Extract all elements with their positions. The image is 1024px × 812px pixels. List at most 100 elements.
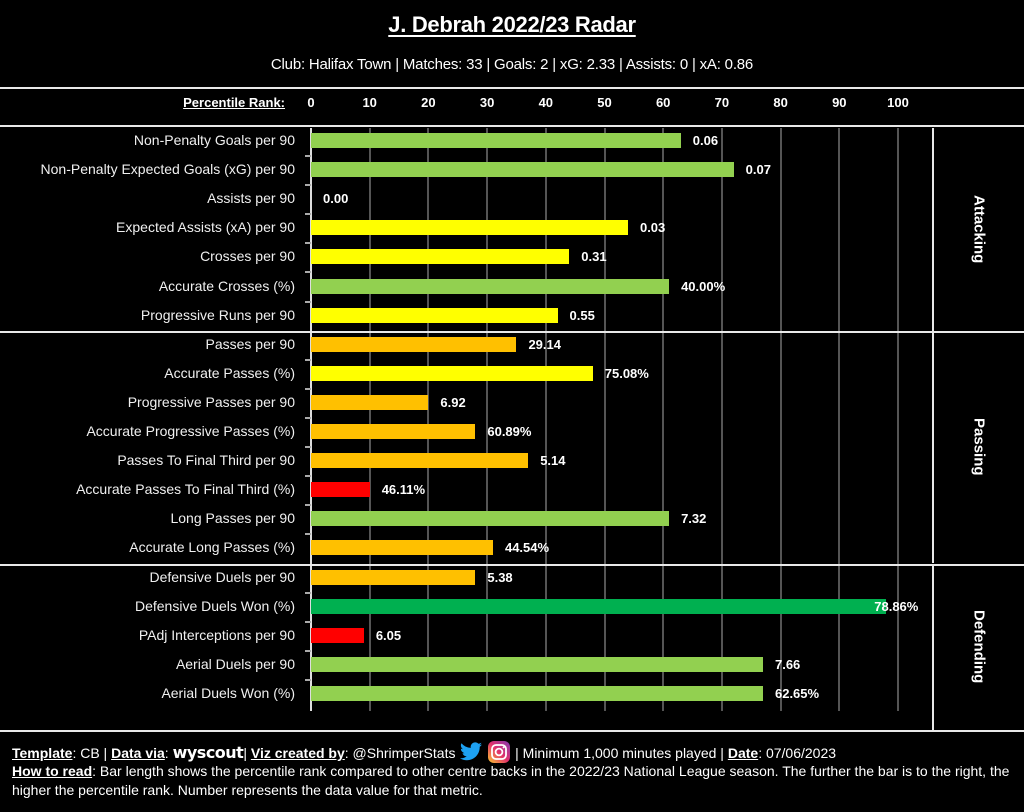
metric-label: Crosses per 90: [200, 248, 295, 265]
metric-value-label: 29.14: [528, 336, 561, 352]
x-axis-label: Percentile Rank:: [120, 95, 285, 110]
metric-label: Progressive Passes per 90: [127, 393, 295, 410]
metric-label: Defensive Duels per 90: [149, 568, 295, 585]
metric-label: Accurate Crosses (%): [158, 277, 295, 294]
viz-created-by-label: Viz created by: [250, 745, 345, 762]
how-to-read-label: How to read: [12, 763, 93, 779]
x-tick-label: 60: [655, 95, 671, 110]
axis-tick-mark: [305, 620, 311, 623]
section-label-attacking: Attacking: [934, 128, 1024, 331]
axis-tick-mark: [305, 387, 311, 390]
axis-tick-mark: [305, 155, 311, 157]
percentile-bar: [311, 162, 734, 178]
gridline: [779, 128, 782, 711]
metric-label: Passes per 90: [205, 335, 296, 352]
percentile-bar: [311, 133, 681, 148]
axis-tick-mark: [305, 184, 311, 187]
axis-tick-mark: [305, 533, 311, 536]
axis-tick-mark: [305, 300, 311, 303]
metric-label: Passes To Final Third per 90: [117, 452, 295, 469]
gridline: [544, 128, 547, 711]
metric-label: Aerial Duels Won (%): [161, 684, 295, 701]
gridline: [662, 128, 665, 711]
metric-label: Progressive Runs per 90: [140, 306, 295, 323]
section-label-border: [932, 330, 934, 564]
footer-line-1: Template: CB | Data via: wyscout| Viz cr…: [12, 740, 1017, 769]
metric-value-label: 44.54%: [504, 540, 550, 556]
gridline: [720, 128, 723, 711]
axis-tick-mark: [305, 475, 311, 478]
metric-value-label: 0.00: [323, 191, 349, 207]
section-label-border: [932, 128, 934, 331]
x-tick-label: 10: [362, 95, 377, 110]
header-bottom-divider: [0, 125, 1024, 127]
metric-label: Accurate Passes (%): [164, 364, 295, 381]
x-tick-label: 90: [832, 95, 847, 110]
footer-divider: [0, 730, 1024, 732]
metric-label: Aerial Duels per 90: [175, 655, 295, 672]
axis-tick-mark: [305, 446, 311, 448]
metric-value-label: 7.32: [681, 511, 707, 527]
section-label-passing: Passing: [934, 331, 1024, 564]
section-label-defending: Defending: [934, 564, 1024, 731]
metric-label: PAdj Interceptions per 90: [138, 626, 295, 643]
percentile-bar: [311, 365, 593, 381]
percentile-bar: [311, 424, 476, 439]
axis-tick-mark: [305, 271, 311, 274]
percentile-bar: [311, 511, 670, 527]
percentile-bar: [311, 249, 570, 265]
gridline: [427, 128, 430, 711]
wyscout-logo: wyscout: [172, 743, 244, 763]
date-value: : 07/06/2023: [758, 745, 837, 762]
percentile-bar: [311, 278, 670, 294]
metric-value-label: 6.92: [440, 394, 466, 410]
axis-tick-mark: [305, 242, 311, 245]
gridline: [486, 128, 489, 711]
axis-tick-mark: [305, 213, 311, 216]
chart-title-text: J. Debrah 2022/23 Radar: [388, 12, 636, 37]
percentile-bar: [311, 394, 429, 410]
metric-label: Accurate Long Passes (%): [129, 539, 295, 556]
metric-label: Long Passes per 90: [170, 510, 295, 527]
metric-value-label: 5.14: [540, 453, 566, 469]
metric-label: Assists per 90: [207, 190, 295, 207]
y-axis-line: [310, 128, 312, 711]
metric-label: Expected Assists (xA) per 90: [116, 219, 295, 236]
minimum-minutes-note: | Minimum 1,000 minutes played |: [511, 745, 728, 762]
chart-subtitle: Club: Halifax Town | Matches: 33 | Goals…: [270, 56, 754, 73]
viz-created-by-value: : @ShrimperStats: [344, 745, 456, 762]
gridline: [603, 128, 606, 711]
percentile-bar: [311, 685, 763, 701]
data-via-label: Data via: [111, 745, 165, 762]
metric-value-label: 7.66: [774, 656, 801, 672]
percentile-bar: [311, 482, 370, 498]
section-divider: [0, 563, 1024, 566]
gridline: [838, 128, 841, 711]
percentile-bar: [311, 336, 517, 352]
x-tick-label: 20: [421, 95, 436, 110]
axis-tick-mark: [305, 649, 311, 652]
metric-value-label: 0.31: [581, 249, 607, 265]
section-label-text: Passing: [970, 418, 988, 476]
percentile-bar: [311, 453, 529, 469]
header-top-divider: [0, 87, 1024, 89]
section-divider: [0, 330, 1024, 333]
metric-value-label: 75.08%: [604, 365, 649, 381]
chart-title: J. Debrah 2022/23 Radar: [0, 12, 1024, 38]
percentile-bar: [311, 220, 628, 236]
percentile-bar: [311, 569, 476, 585]
x-axis-label-text: Percentile Rank:: [183, 95, 285, 110]
metric-value-label: 5.38: [487, 569, 513, 585]
metric-value-label: 78.86%: [874, 598, 919, 614]
how-to-read-text: : Bar length shows the percentile rank c…: [12, 763, 1010, 798]
metric-value-label: 62.65%: [774, 685, 820, 701]
percentile-bar: [311, 307, 558, 323]
metric-label: Defensive Duels Won (%): [134, 597, 295, 614]
metric-value-label: 46.11%: [381, 482, 426, 498]
metric-label: Non-Penalty Expected Goals (xG) per 90: [40, 161, 295, 178]
metric-value-label: 60.89%: [487, 424, 532, 439]
axis-tick-mark: [305, 591, 311, 594]
metric-label: Accurate Progressive Passes (%): [86, 423, 295, 439]
section-label-text: Attacking: [970, 195, 988, 264]
metric-value-label: 0.03: [639, 220, 666, 236]
